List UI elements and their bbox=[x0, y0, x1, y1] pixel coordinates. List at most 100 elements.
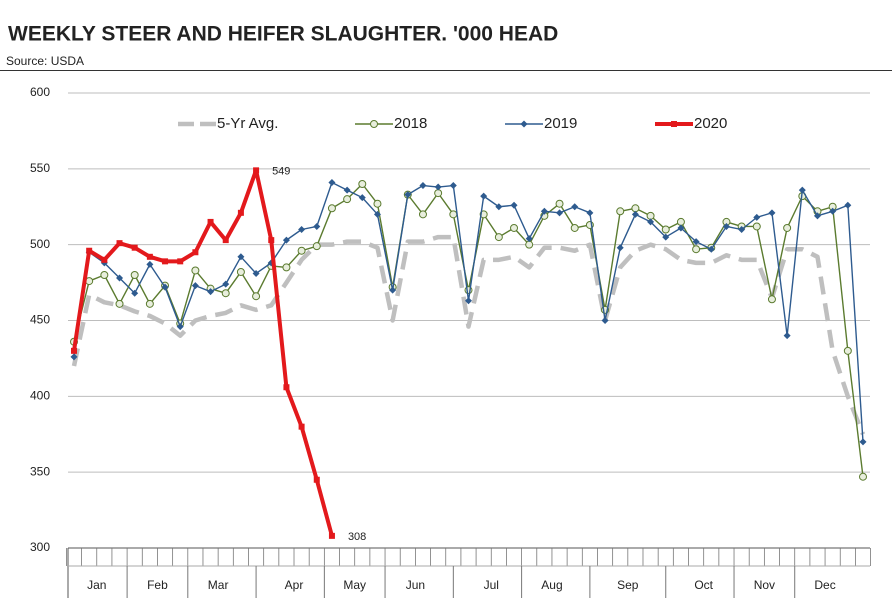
series-line bbox=[73, 181, 864, 442]
point bbox=[252, 269, 260, 277]
point bbox=[116, 240, 123, 247]
point bbox=[191, 282, 199, 290]
point bbox=[192, 249, 199, 256]
point bbox=[843, 346, 852, 355]
point bbox=[525, 240, 534, 249]
point bbox=[768, 209, 776, 217]
point bbox=[570, 223, 579, 232]
point bbox=[661, 225, 670, 234]
point bbox=[677, 224, 685, 232]
chart-subtitle: Source: USDA bbox=[6, 54, 84, 68]
point bbox=[221, 289, 230, 298]
point bbox=[131, 289, 139, 297]
legend-label: 5-Yr Avg. bbox=[217, 115, 278, 132]
point bbox=[177, 258, 184, 265]
point bbox=[783, 223, 792, 232]
point bbox=[328, 178, 336, 186]
point bbox=[146, 260, 154, 268]
point bbox=[283, 384, 290, 391]
point bbox=[555, 199, 564, 208]
point bbox=[510, 223, 519, 232]
series-line bbox=[72, 168, 334, 537]
point bbox=[253, 167, 260, 174]
point bbox=[510, 201, 518, 209]
point bbox=[404, 191, 412, 199]
point bbox=[671, 121, 677, 127]
point bbox=[783, 332, 791, 340]
x-tick-label: Nov bbox=[754, 578, 775, 592]
point bbox=[176, 323, 184, 331]
point bbox=[449, 210, 458, 219]
x-tick-label: Apr bbox=[285, 578, 304, 592]
point bbox=[146, 253, 153, 260]
x-tick-label: Dec bbox=[814, 578, 835, 592]
point bbox=[207, 288, 215, 296]
point bbox=[115, 299, 124, 308]
point bbox=[252, 292, 261, 301]
point bbox=[116, 274, 124, 282]
point bbox=[100, 271, 109, 279]
point bbox=[268, 237, 275, 244]
series-line bbox=[71, 234, 866, 436]
series bbox=[70, 178, 867, 446]
point bbox=[525, 235, 533, 243]
point bbox=[571, 203, 579, 211]
point bbox=[647, 218, 655, 226]
x-tick-label: Mar bbox=[208, 578, 229, 592]
y-tick-label: 350 bbox=[30, 464, 50, 478]
legend-label: 2020 bbox=[694, 115, 727, 132]
point bbox=[222, 237, 229, 244]
point bbox=[358, 194, 366, 202]
point bbox=[282, 236, 290, 244]
point bbox=[616, 207, 625, 216]
series bbox=[70, 180, 867, 481]
point bbox=[752, 222, 761, 231]
legend-label: 2018 bbox=[394, 115, 427, 132]
y-tick-label: 400 bbox=[30, 389, 50, 403]
point bbox=[131, 244, 138, 251]
point bbox=[370, 120, 378, 128]
point bbox=[631, 210, 639, 218]
point bbox=[418, 210, 427, 219]
point bbox=[313, 476, 320, 483]
data-label: 308 bbox=[348, 531, 366, 543]
point bbox=[494, 233, 503, 242]
point bbox=[145, 299, 154, 308]
point bbox=[692, 245, 701, 254]
x-tick-label: May bbox=[343, 578, 366, 592]
x-tick-label: Jun bbox=[406, 578, 425, 592]
point bbox=[520, 120, 528, 128]
y-tick-label: 600 bbox=[30, 85, 50, 99]
point bbox=[616, 244, 624, 252]
series bbox=[71, 234, 866, 436]
y-tick-label: 300 bbox=[30, 540, 50, 554]
x-tick-label: Feb bbox=[147, 578, 168, 592]
point bbox=[859, 438, 867, 446]
point bbox=[859, 472, 867, 481]
point bbox=[449, 182, 457, 190]
point bbox=[312, 242, 321, 251]
x-tick-label: Oct bbox=[694, 578, 713, 592]
point bbox=[586, 209, 594, 217]
point bbox=[676, 217, 685, 226]
point bbox=[738, 226, 746, 233]
point bbox=[236, 267, 245, 276]
point bbox=[328, 532, 335, 539]
point bbox=[373, 210, 381, 218]
legend-label: 2019 bbox=[544, 115, 577, 132]
point bbox=[722, 222, 730, 230]
y-tick-label: 500 bbox=[30, 237, 50, 251]
point bbox=[707, 245, 715, 253]
y-tick-label: 450 bbox=[30, 313, 50, 327]
point bbox=[646, 211, 655, 220]
point bbox=[71, 347, 77, 354]
x-tick-label: Jul bbox=[484, 578, 499, 592]
point bbox=[434, 189, 443, 198]
point bbox=[540, 207, 548, 215]
point bbox=[495, 203, 503, 211]
point bbox=[813, 212, 821, 220]
point bbox=[237, 209, 244, 216]
point bbox=[237, 253, 245, 261]
point bbox=[631, 204, 640, 213]
